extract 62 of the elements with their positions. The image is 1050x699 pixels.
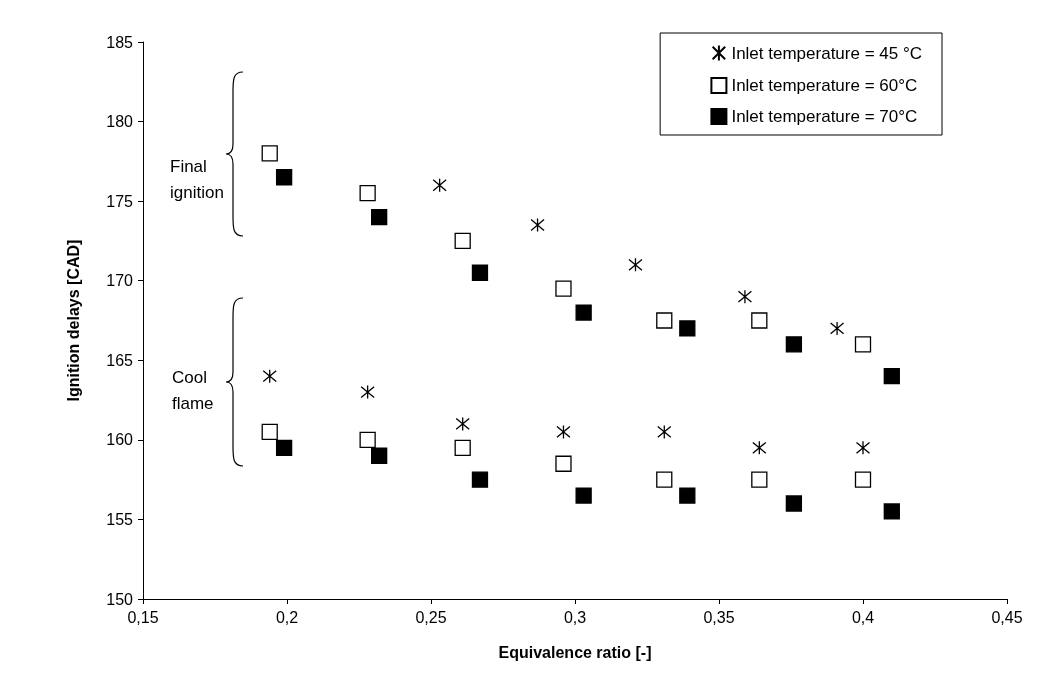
- point: [455, 416, 470, 432]
- x-tick-label: 0,4: [851, 608, 875, 626]
- point: [275, 169, 293, 186]
- point: [751, 471, 768, 488]
- point: [275, 439, 293, 456]
- point: [360, 384, 375, 400]
- y-tick-label: 175: [106, 192, 134, 210]
- point: [575, 304, 592, 321]
- point: [359, 185, 376, 202]
- y-tick-label: 160: [106, 431, 134, 449]
- point: [454, 439, 471, 456]
- point: [855, 440, 871, 455]
- annotation: Final ignition: [170, 156, 224, 202]
- point: [656, 312, 673, 329]
- x-tick-label: 0,3: [563, 608, 587, 626]
- point: [371, 447, 388, 464]
- point: [679, 487, 696, 504]
- point: [883, 368, 900, 385]
- point: [359, 431, 376, 449]
- legend-label: Inlet temperature = 45 °C: [731, 43, 923, 63]
- point: [737, 289, 753, 304]
- x-tick-label: 0,35: [703, 608, 735, 626]
- y-tick-label: 180: [106, 113, 134, 131]
- point: [556, 424, 571, 440]
- point: [555, 280, 572, 297]
- legend-label: Inlet temperature = 60°C: [731, 76, 918, 95]
- annotation: Cool flame: [172, 367, 214, 413]
- point: [751, 312, 768, 329]
- y-tick-label: 165: [106, 351, 134, 369]
- point: [471, 264, 489, 281]
- y-axis-title: Ignition delays [CAD]: [64, 239, 82, 402]
- x-tick-label: 0,2: [275, 608, 299, 626]
- x-tick-label: 0,15: [127, 608, 159, 626]
- point: [262, 369, 277, 384]
- point: [575, 487, 592, 504]
- point: [530, 217, 545, 233]
- point: [657, 424, 672, 440]
- point: [555, 455, 572, 472]
- y-tick-label: 185: [106, 33, 134, 51]
- point: [785, 336, 803, 353]
- point: [371, 208, 388, 226]
- point: [261, 423, 278, 441]
- point: [454, 232, 471, 250]
- point: [829, 321, 845, 336]
- point: [679, 320, 696, 337]
- point: [854, 336, 872, 353]
- point: [432, 178, 447, 193]
- x-tick-label: 0,45: [991, 608, 1023, 626]
- x-axis-title: Equivalence ratio [-]: [498, 643, 652, 661]
- y-tick-label: 150: [106, 590, 134, 608]
- point: [628, 257, 643, 272]
- point: [471, 471, 489, 488]
- x-tick-label: 0,25: [415, 608, 447, 626]
- legend-label: Inlet temperature = 70°C: [731, 107, 918, 126]
- point: [656, 471, 673, 488]
- point: [752, 440, 767, 455]
- point: [785, 495, 803, 512]
- point: [854, 471, 872, 488]
- point: [261, 145, 278, 162]
- y-tick-label: 170: [106, 272, 134, 290]
- point: [883, 503, 900, 520]
- y-tick-label: 155: [106, 510, 134, 528]
